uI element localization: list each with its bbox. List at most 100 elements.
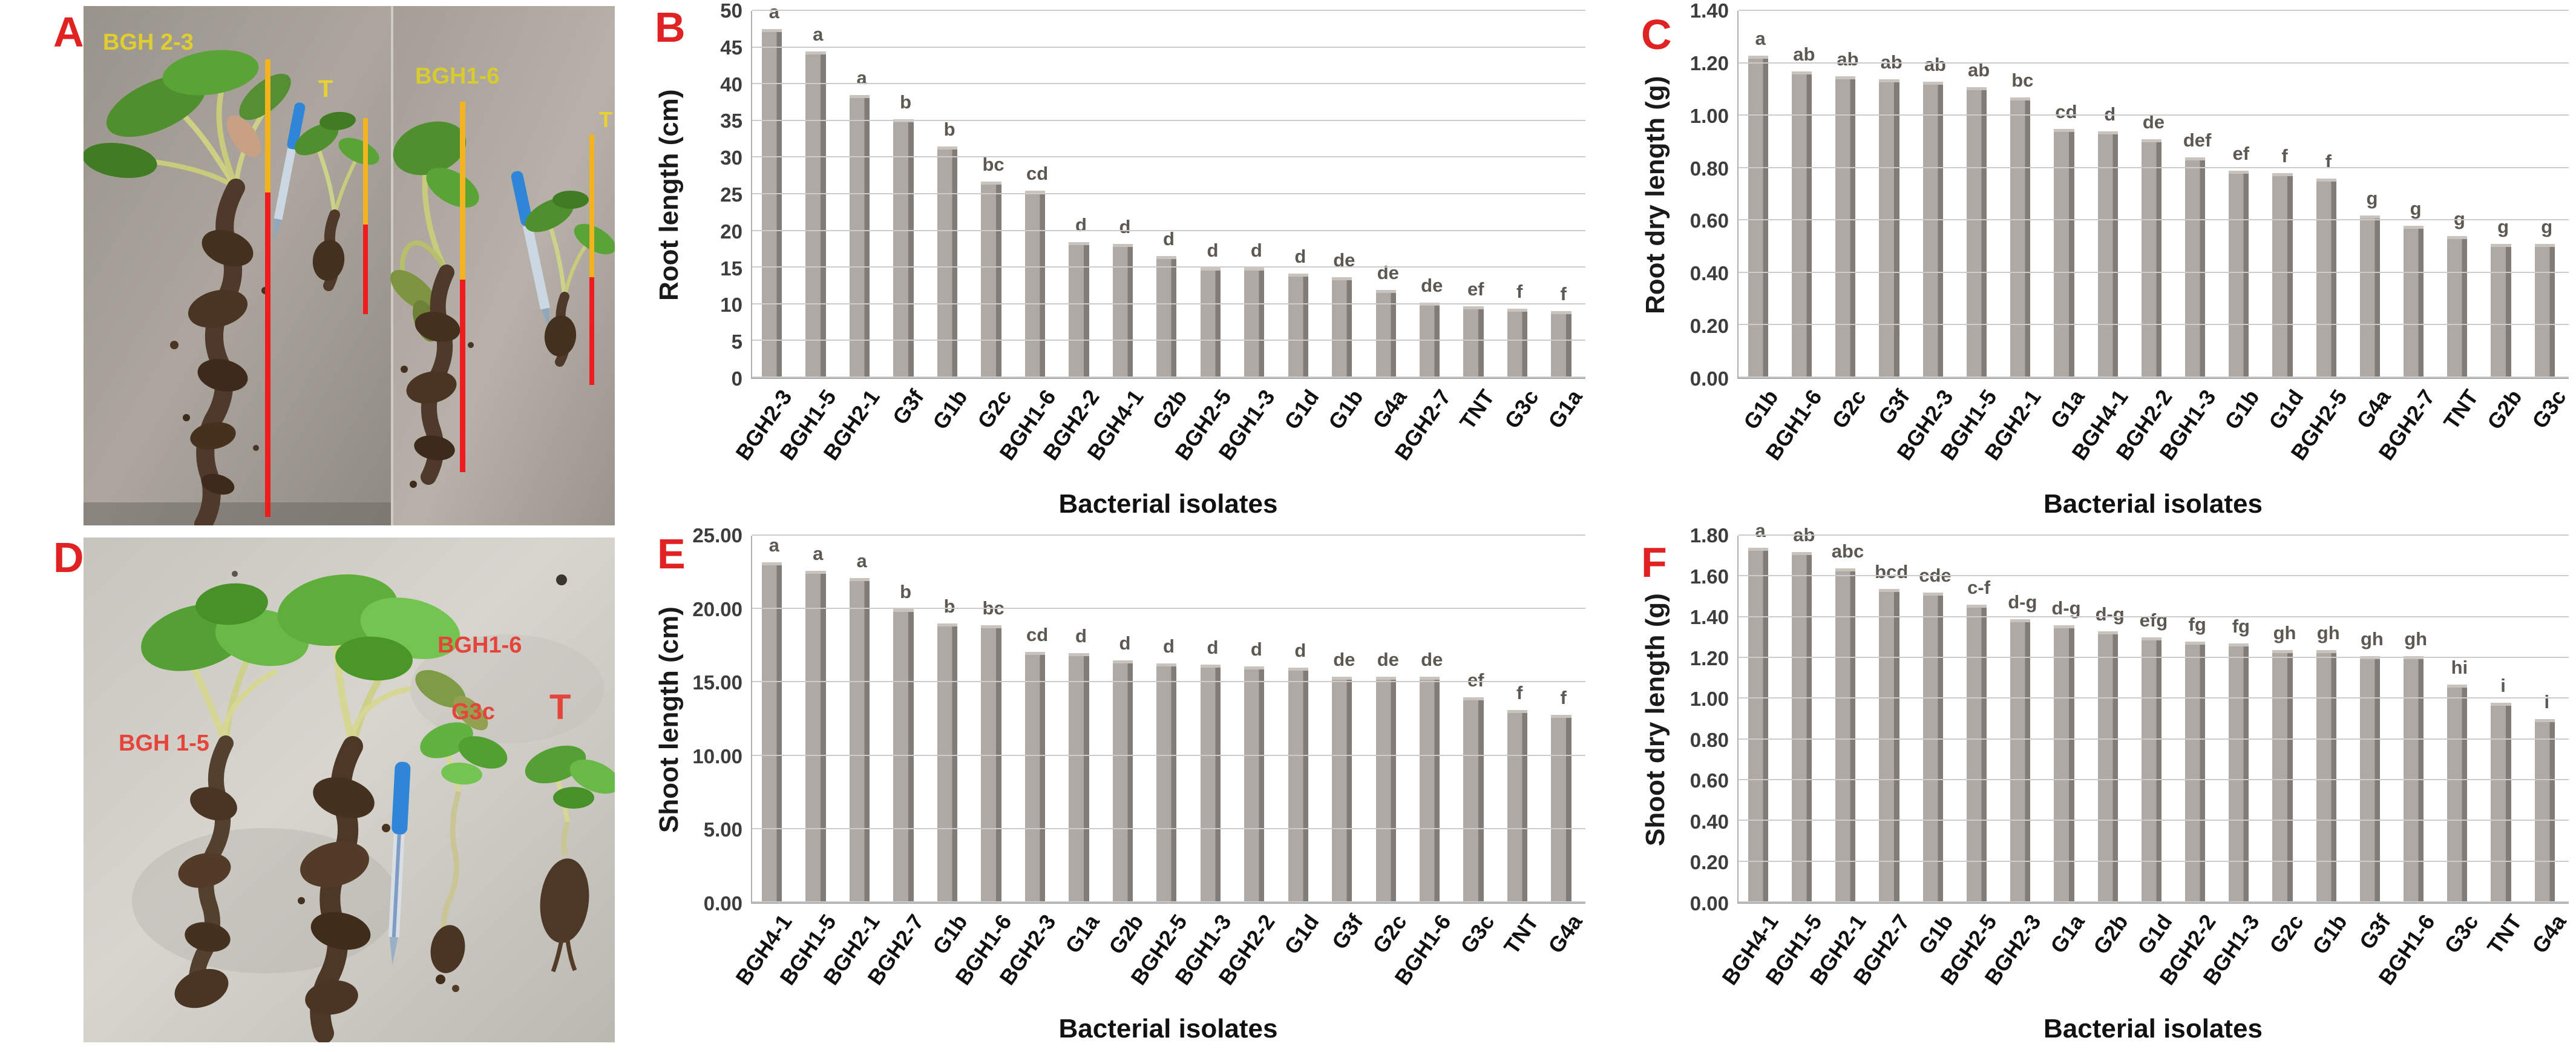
bar-slot: gh (2263, 536, 2306, 902)
sig-letter: fg (2232, 616, 2250, 637)
pen (388, 761, 411, 965)
bar-G2b (2097, 631, 2118, 902)
gridline (752, 193, 1585, 194)
photo-a-label-t-right: T (599, 107, 612, 132)
gridline (752, 376, 1585, 378)
sig-letter: f (1516, 281, 1523, 303)
x-tick-label: G1d (1279, 910, 1324, 959)
photo-d-stain (410, 634, 604, 743)
pen (511, 171, 550, 330)
bar-BGH4-1 (1112, 244, 1133, 378)
bar-slot: d (1279, 536, 1322, 902)
gridline (752, 827, 1585, 829)
bar-BGH2-1 (849, 578, 870, 902)
y-tick-label: 0.00 (1689, 892, 1729, 915)
x-tick-label: TNT (2438, 385, 2483, 434)
bar-BGH2-1 (849, 95, 870, 378)
sig-letter: g (2437, 208, 2481, 230)
y-tick-label: 1.40 (1689, 0, 1729, 22)
bar-TNT (1507, 710, 1528, 902)
gridline (752, 10, 1585, 11)
bar-slot: d (1191, 536, 1234, 902)
bar-G1b (937, 623, 958, 902)
sig-letter: ef (2232, 143, 2250, 165)
gridline (1739, 376, 2569, 378)
bar-slot: a (1739, 11, 1782, 378)
y-tick-label: 25.00 (692, 524, 742, 547)
bar-G1b (937, 146, 958, 378)
sig-letter: f (1560, 283, 1567, 304)
bar-G1a (1551, 311, 1571, 378)
x-axis-ticks: G1b BGH1-6 G2c G3f BGH2-3 BGH1-5 BGH2-1 G1a BGH4… (1737, 379, 2571, 489)
bar-slot: de (1366, 536, 1410, 902)
photo-d-label-g3c: G3c (451, 699, 495, 725)
photo-a: BGH 2-3 T BGH1-6 T (84, 6, 615, 525)
plant-bgh1-6 (390, 121, 479, 488)
sig-letter: i (2544, 691, 2550, 712)
bar-slot: bc (2001, 11, 2044, 378)
plot-area: a a a b b bc cd d d d d d d de de de ef f f (751, 1, 1585, 379)
sig-letter: f (2281, 145, 2288, 167)
bar-slot: d (1279, 11, 1322, 378)
sig-letter: b (900, 581, 912, 603)
gridline (1739, 271, 2569, 273)
gridline (752, 681, 1585, 683)
x-tick-slot: BGH1-3 (1214, 379, 1280, 489)
bar-G2c (981, 182, 1001, 378)
bar-slot: de (1410, 536, 1454, 902)
sig-letter: a (813, 543, 824, 565)
bar-TNT (2491, 703, 2511, 902)
bar-G1d (2272, 173, 2293, 378)
gridline (752, 229, 1585, 231)
bar-slot: f (1498, 11, 1541, 378)
y-tick-label: 25 (720, 183, 742, 206)
bar-BGH2-2 (2141, 139, 2161, 378)
bar-G3c (1507, 309, 1528, 378)
panel-d-letter: D (53, 534, 84, 581)
bar-BGH2-2 (1244, 666, 1265, 902)
bar-G1d (1288, 668, 1308, 902)
shoot-measure-line (460, 102, 465, 280)
bar-slot: d (1147, 11, 1190, 378)
bar-slot: d (1147, 536, 1190, 902)
x-tick-label: G1a (1060, 910, 1104, 958)
y-tick-label: 5.00 (703, 818, 742, 841)
gridline (752, 303, 1585, 304)
y-tick-label: 0.40 (1689, 262, 1729, 285)
bar-BGH1-5 (1792, 551, 1812, 902)
y-tick-label: 0.40 (1689, 810, 1729, 833)
bar-G1b (1748, 55, 1769, 378)
x-tick-slot: G2c (2263, 904, 2309, 1014)
bar-slot: a (840, 536, 883, 902)
sig-letter: gh (2361, 628, 2384, 649)
bar-G3c (1463, 697, 1484, 902)
bar-G4a (1551, 714, 1571, 902)
y-tick-label: 30 (720, 146, 742, 169)
bar-G3c (2447, 684, 2468, 902)
sig-letter: g (2366, 187, 2378, 209)
y-tick-label: 1.20 (1689, 51, 1729, 74)
panel-b-letter: B (655, 4, 686, 51)
gridline (752, 266, 1585, 268)
sig-letter: de (1421, 648, 1443, 670)
gridline (1739, 820, 2569, 821)
bar-BGH2-3 (2010, 619, 2031, 902)
x-tick-label: G2c (2264, 910, 2309, 958)
photo-a-label-bgh1-6: BGH1-6 (415, 64, 499, 89)
bar-slot: b (883, 11, 927, 378)
sig-letter: de (1333, 249, 1355, 271)
x-tick-label: G3f (2354, 910, 2396, 954)
bar-slot: a (796, 11, 839, 378)
gridline (752, 119, 1585, 121)
sig-letter: hi (2451, 656, 2468, 678)
bars: a a a b b bc cd d d d d d d de de de ef f f (752, 1, 1585, 378)
bar-slot: d-g (2088, 536, 2132, 902)
sig-letter: b (943, 596, 955, 617)
x-tick-label: G1b (928, 385, 973, 434)
x-tick-slot: BGH1-6 (1761, 379, 1827, 489)
plant-t-left (294, 111, 379, 291)
photo-d-label-bgh1-6: BGH1-6 (438, 633, 522, 658)
bar-BGH2-7 (1879, 588, 1899, 902)
sig-letter: b (900, 91, 912, 113)
